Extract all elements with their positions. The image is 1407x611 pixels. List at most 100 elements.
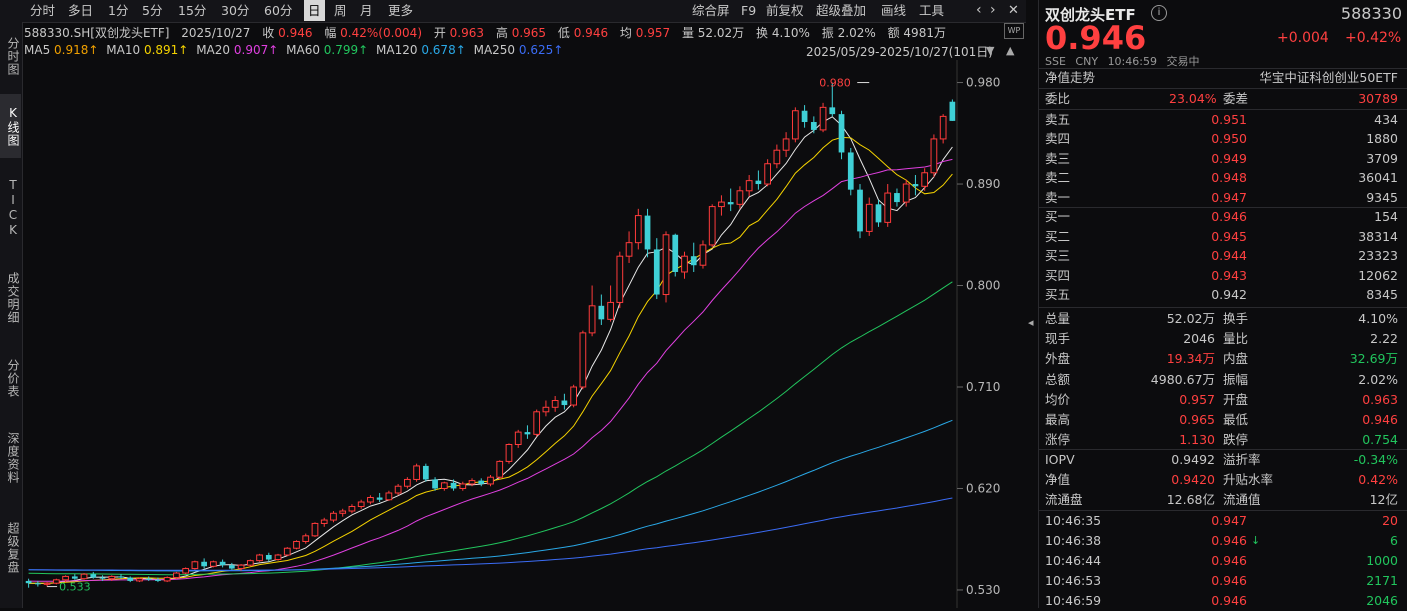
ma-legend: MA5 0.918↑ MA10 0.891↑ MA20 0.907↑ MA60 … — [24, 43, 563, 57]
period-multiday[interactable]: 多日 — [68, 3, 94, 18]
ma250-label: MA250 — [473, 43, 516, 57]
ma120-value: 0.678↑ — [421, 43, 466, 57]
candle-body — [791, 110, 799, 140]
tick-arrow: ↓ — [1251, 534, 1261, 547]
stat-row: 最高 0.965 最低 0.946 — [1039, 410, 1407, 430]
candle-body — [145, 578, 152, 580]
candle-body — [681, 255, 688, 273]
vtab-price-table[interactable]: 分价表 — [6, 358, 20, 398]
candle-body — [912, 184, 919, 187]
vtab-tick[interactable]: TICK — [6, 178, 20, 238]
candle-body — [773, 149, 781, 165]
stat-value: 2.02% — [1358, 371, 1398, 387]
security-code-name: 588330.SH[双创龙头ETF] — [24, 26, 170, 40]
candle-body — [385, 492, 393, 501]
tool-forward-adjust[interactable]: 前复权 — [766, 3, 804, 18]
tool-draw-line[interactable]: 画线 — [881, 3, 907, 18]
fund-stat-row: 净值 0.9420 升贴水率 0.42% — [1039, 470, 1407, 490]
change-value: 0.42%(0.004) — [340, 26, 422, 40]
candle-body — [884, 192, 892, 223]
period-30min[interactable]: 30分 — [221, 3, 250, 18]
chevron-right-icon[interactable]: › — [990, 2, 996, 18]
period-15min[interactable]: 15分 — [178, 3, 207, 18]
ask-label: 卖一 — [1045, 189, 1071, 205]
tool-super-overlay[interactable]: 超级叠加 — [816, 3, 867, 18]
stat-label: 跌停 — [1223, 432, 1249, 448]
expand-panel-icon[interactable]: ◂ — [1028, 316, 1034, 329]
tick-time: 10:46:44 — [1045, 553, 1102, 568]
nav-trend-label[interactable]: 净值走势 — [1045, 70, 1096, 85]
tool-f9[interactable]: F9 — [741, 3, 757, 18]
stat-label: 换手 — [1223, 311, 1249, 326]
y-tick-label: 0.890 — [966, 177, 1000, 191]
ask-level: 卖三 0.949 3709 — [1039, 149, 1407, 169]
vtab-super-review[interactable]: 超级复盘 — [6, 522, 20, 574]
stat-label: 涨停 — [1045, 432, 1071, 448]
ma120-line — [28, 419, 953, 572]
stat-row: 现手 2046 量比 2.22 — [1039, 329, 1407, 349]
high-annotation-label: 0.980 — [819, 77, 851, 90]
candle-body — [201, 561, 207, 567]
bid-level: 买二 0.945 38314 — [1039, 227, 1407, 247]
stat-value: 0.965 — [1179, 412, 1215, 427]
candle-body — [376, 497, 383, 500]
period-week[interactable]: 周 — [334, 3, 347, 18]
order-ratio-label: 委比 — [1045, 91, 1071, 106]
period-60min[interactable]: 60分 — [264, 3, 293, 18]
order-diff-value: 30789 — [1358, 91, 1398, 106]
security-code: 588330 — [1340, 4, 1402, 23]
candle-body — [764, 163, 771, 185]
candle-body — [865, 203, 873, 232]
tool-composite-screen[interactable]: 综合屏 — [692, 3, 730, 18]
period-5min[interactable]: 5分 — [142, 3, 163, 18]
low-annotation-label: 0.533 — [59, 581, 90, 594]
bid-price: 0.942 — [1211, 287, 1247, 303]
candle-body — [357, 501, 365, 508]
ma5-label: MA5 — [24, 43, 51, 57]
tick-volume: 2046 — [1366, 593, 1398, 608]
candle-body — [607, 301, 614, 320]
period-month[interactable]: 月 — [360, 3, 373, 18]
bid-volume: 23323 — [1358, 248, 1398, 264]
close-icon[interactable]: ✕ — [1008, 3, 1019, 18]
stat-label: IOPV — [1045, 452, 1075, 467]
candle-body — [653, 249, 660, 295]
candle-body — [99, 577, 106, 579]
nav-row[interactable]: 净值走势 华宝中证科创创业50ETF — [1039, 68, 1407, 88]
ask-label: 卖四 — [1045, 131, 1071, 147]
chevron-left-icon[interactable]: ‹ — [976, 2, 982, 18]
bid-level: 买五 0.942 8345 — [1039, 285, 1407, 305]
stat-value: 1.130 — [1179, 432, 1215, 448]
candle-body — [819, 106, 827, 131]
candle-body — [52, 579, 60, 584]
candle-body — [413, 465, 420, 480]
candle-body — [71, 576, 78, 579]
date-range: 2025/05/29-2025/10/27(101日) — [806, 45, 993, 59]
period-more[interactable]: 更多 — [388, 3, 414, 18]
low-label: 低 — [557, 26, 570, 40]
last-price: 0.946 — [1045, 19, 1147, 57]
stat-label: 现手 — [1045, 331, 1071, 347]
candle-body — [755, 180, 762, 185]
candle-body — [330, 512, 337, 521]
wp-icon[interactable]: WP — [1004, 23, 1024, 39]
vtab-kline[interactable]: K线图 — [0, 94, 21, 158]
caret-down-icon[interactable]: ▼ — [986, 44, 995, 57]
candle-body — [616, 255, 624, 303]
period-1min[interactable]: 1分 — [108, 3, 129, 18]
info-icon[interactable]: i — [1151, 5, 1167, 21]
tool-tools[interactable]: 工具 — [919, 3, 945, 18]
ask-volume: 1880 — [1366, 131, 1398, 147]
candle-body — [62, 575, 69, 581]
period-timeshare[interactable]: 分时 — [30, 3, 56, 18]
vtab-trade-detail[interactable]: 成交明细 — [6, 272, 20, 324]
bid-volume: 154 — [1374, 209, 1398, 224]
caret-up-icon[interactable]: ▲ — [1006, 44, 1015, 57]
period-day[interactable]: 日 — [304, 0, 325, 21]
vtab-timeshare[interactable]: 分时图 — [6, 36, 20, 76]
vtab-depth-data[interactable]: 深度资料 — [6, 432, 20, 484]
kline-chart[interactable]: 0.980 0.890 0.800 0.710 0.620 0.530 0.980 0.533 — [22, 60, 1026, 608]
candle-body — [293, 540, 300, 549]
currency: CNY — [1075, 55, 1099, 68]
candle-body — [210, 561, 217, 567]
